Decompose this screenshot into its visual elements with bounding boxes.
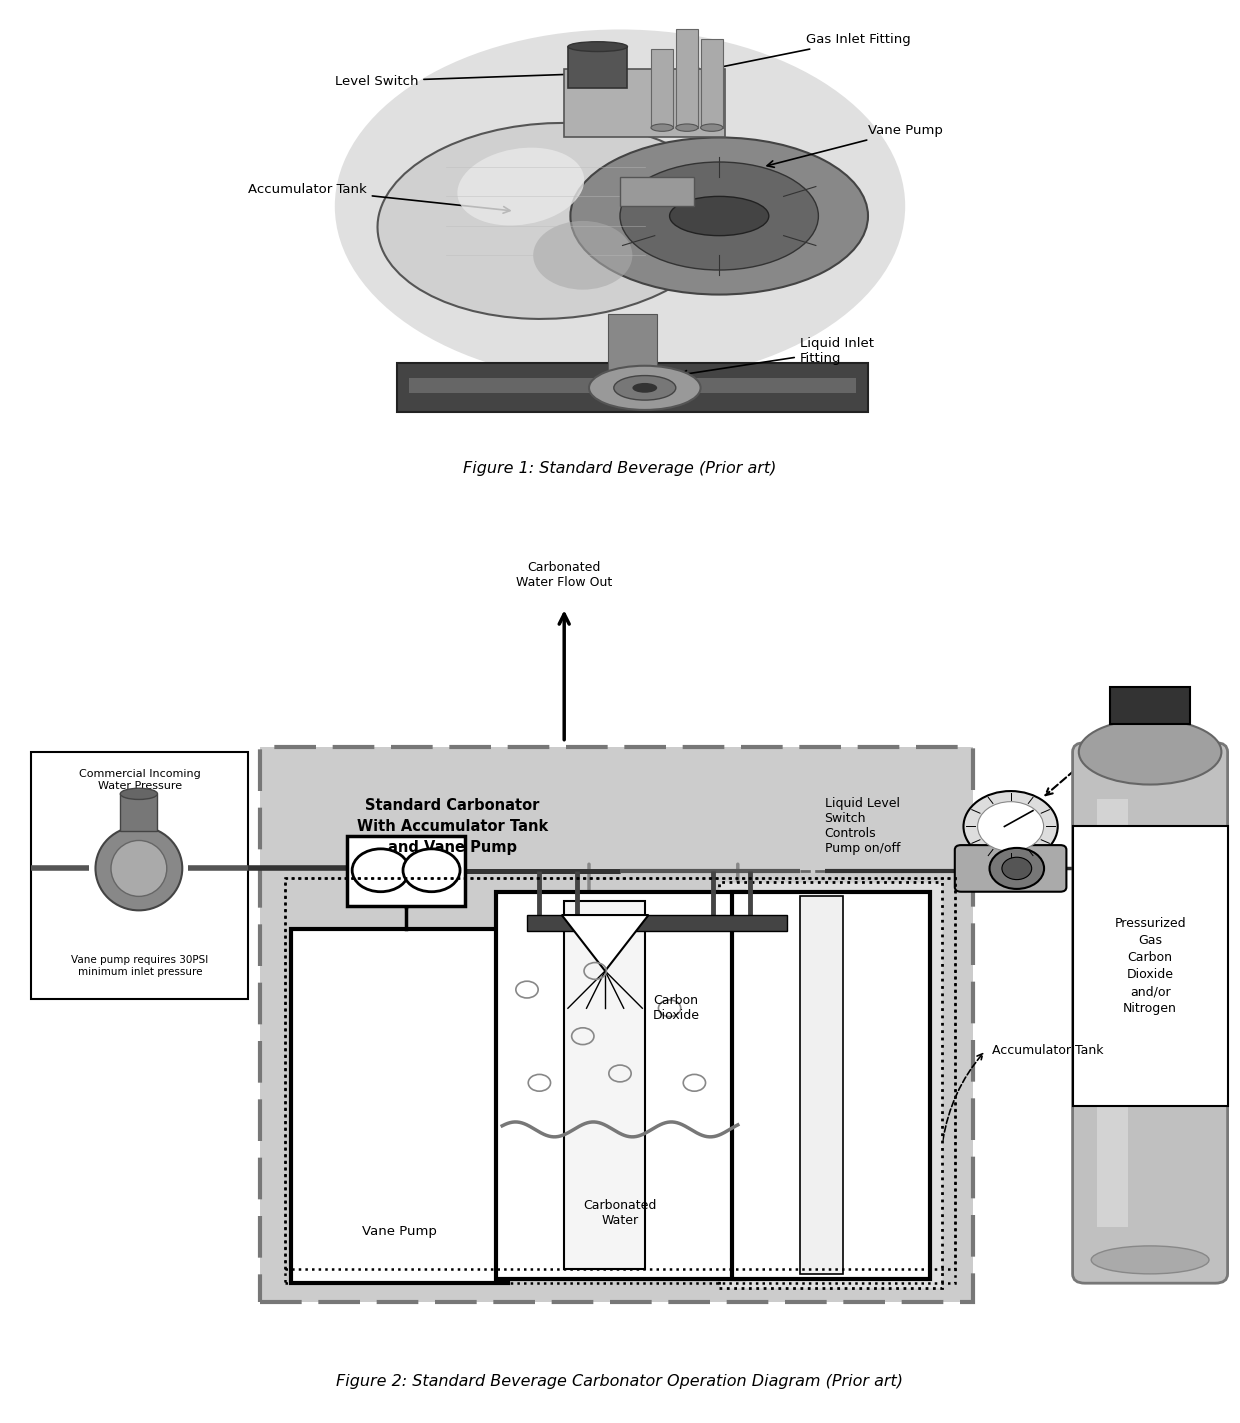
Ellipse shape bbox=[120, 788, 157, 800]
Circle shape bbox=[614, 376, 676, 400]
Circle shape bbox=[403, 850, 460, 892]
Text: Carbonated
Water: Carbonated Water bbox=[583, 1200, 657, 1227]
Ellipse shape bbox=[676, 124, 698, 131]
Text: Carbon
Dioxide: Carbon Dioxide bbox=[652, 995, 699, 1022]
FancyBboxPatch shape bbox=[291, 929, 508, 1284]
FancyBboxPatch shape bbox=[719, 882, 942, 1288]
Ellipse shape bbox=[1091, 1247, 1209, 1274]
Ellipse shape bbox=[1079, 719, 1221, 784]
Bar bbox=[527, 915, 787, 931]
FancyBboxPatch shape bbox=[31, 751, 248, 999]
FancyBboxPatch shape bbox=[800, 896, 843, 1274]
Circle shape bbox=[352, 850, 409, 892]
FancyBboxPatch shape bbox=[347, 835, 465, 905]
Bar bbox=[676, 30, 698, 128]
FancyBboxPatch shape bbox=[496, 892, 744, 1278]
Ellipse shape bbox=[620, 162, 818, 270]
Ellipse shape bbox=[112, 841, 166, 896]
Bar bbox=[409, 379, 856, 393]
Text: Gas Inlet Fitting: Gas Inlet Fitting bbox=[693, 33, 910, 74]
Text: Pressurized
Gas
Carbon
Dioxide
and/or
Nitrogen: Pressurized Gas Carbon Dioxide and/or Ni… bbox=[1115, 918, 1185, 1015]
Text: Figure 1: Standard Beverage (Prior art): Figure 1: Standard Beverage (Prior art) bbox=[464, 461, 776, 477]
Text: Figure 2: Standard Beverage Carbonator Operation Diagram (Prior art): Figure 2: Standard Beverage Carbonator O… bbox=[336, 1373, 904, 1389]
Text: Vane pump requires 30PSI
minimum inlet pressure: Vane pump requires 30PSI minimum inlet p… bbox=[72, 955, 208, 978]
FancyBboxPatch shape bbox=[1110, 687, 1190, 724]
Text: Liquid Level
Switch
Controls
Pump on/off: Liquid Level Switch Controls Pump on/off bbox=[825, 797, 900, 855]
Circle shape bbox=[589, 366, 701, 410]
Bar bbox=[651, 48, 673, 128]
FancyBboxPatch shape bbox=[955, 845, 1066, 892]
Text: Commercial Incoming
Water Pressure: Commercial Incoming Water Pressure bbox=[79, 768, 201, 791]
Ellipse shape bbox=[651, 124, 673, 131]
Ellipse shape bbox=[570, 138, 868, 295]
Text: Liquid Inlet
Fitting: Liquid Inlet Fitting bbox=[681, 337, 874, 377]
Bar bbox=[608, 314, 657, 383]
Polygon shape bbox=[562, 915, 649, 970]
Text: Vane Pump: Vane Pump bbox=[362, 1225, 438, 1238]
Circle shape bbox=[977, 801, 1044, 851]
Text: Vane Pump: Vane Pump bbox=[768, 124, 942, 168]
Bar bbox=[620, 176, 694, 206]
FancyBboxPatch shape bbox=[564, 901, 645, 1269]
Ellipse shape bbox=[377, 122, 727, 319]
Ellipse shape bbox=[335, 30, 905, 383]
Bar bbox=[568, 47, 627, 88]
Bar bbox=[564, 68, 725, 138]
Circle shape bbox=[632, 383, 657, 393]
Text: Standard Carbonator
With Accumulator Tank
and Vane Pump: Standard Carbonator With Accumulator Tan… bbox=[357, 798, 548, 855]
FancyBboxPatch shape bbox=[1073, 827, 1228, 1106]
Bar bbox=[701, 40, 723, 128]
Bar bbox=[397, 363, 868, 413]
FancyBboxPatch shape bbox=[1073, 743, 1228, 1284]
Ellipse shape bbox=[95, 827, 182, 911]
Text: Accumulator Tank: Accumulator Tank bbox=[992, 1043, 1104, 1057]
Ellipse shape bbox=[568, 41, 627, 51]
Ellipse shape bbox=[701, 124, 723, 131]
Ellipse shape bbox=[458, 148, 584, 225]
Circle shape bbox=[670, 196, 769, 236]
Text: Accumulator Tank: Accumulator Tank bbox=[248, 182, 510, 213]
FancyBboxPatch shape bbox=[260, 747, 973, 1302]
Text: Level Switch: Level Switch bbox=[335, 71, 584, 87]
Bar bbox=[120, 794, 157, 831]
Text: Carbonated
Water Flow Out: Carbonated Water Flow Out bbox=[516, 561, 613, 589]
Bar bbox=[1097, 798, 1128, 1227]
Circle shape bbox=[963, 791, 1058, 862]
Circle shape bbox=[1002, 857, 1032, 879]
Circle shape bbox=[990, 848, 1044, 889]
FancyBboxPatch shape bbox=[732, 892, 930, 1278]
Ellipse shape bbox=[533, 221, 632, 290]
